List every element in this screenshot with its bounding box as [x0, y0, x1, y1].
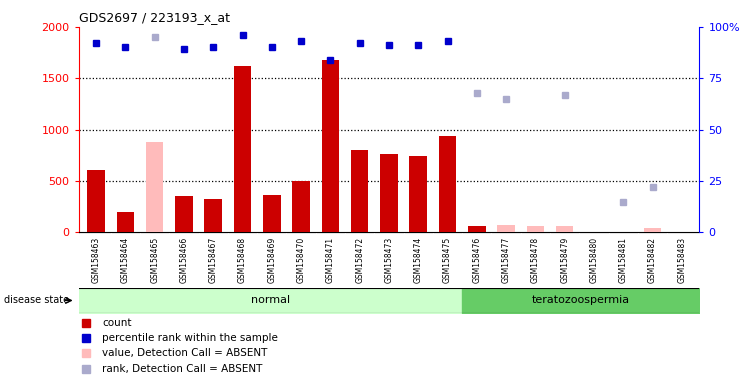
- Text: normal: normal: [251, 295, 290, 306]
- Bar: [263, 195, 280, 232]
- Bar: [497, 225, 515, 232]
- Text: value, Detection Call = ABSENT: value, Detection Call = ABSENT: [102, 348, 268, 358]
- Text: disease state: disease state: [4, 295, 69, 306]
- Text: GSM158471: GSM158471: [326, 237, 335, 283]
- Text: GSM158463: GSM158463: [91, 237, 101, 283]
- Bar: [351, 150, 369, 232]
- Bar: [88, 170, 105, 232]
- Text: rank, Detection Call = ABSENT: rank, Detection Call = ABSENT: [102, 364, 263, 374]
- Text: GSM158473: GSM158473: [384, 237, 393, 283]
- Text: GSM158477: GSM158477: [502, 237, 511, 283]
- Bar: [233, 66, 251, 232]
- Text: GSM158478: GSM158478: [531, 237, 540, 283]
- Text: GSM158470: GSM158470: [297, 237, 306, 283]
- Text: GSM158465: GSM158465: [150, 237, 159, 283]
- Text: GSM158483: GSM158483: [677, 237, 687, 283]
- Text: percentile rank within the sample: percentile rank within the sample: [102, 333, 278, 343]
- Text: GSM158472: GSM158472: [355, 237, 364, 283]
- Bar: [556, 226, 574, 232]
- Bar: [146, 142, 164, 232]
- Bar: [468, 226, 485, 232]
- Text: GSM158479: GSM158479: [560, 237, 569, 283]
- Bar: [409, 156, 427, 232]
- Text: GSM158464: GSM158464: [121, 237, 130, 283]
- Text: GSM158476: GSM158476: [472, 237, 481, 283]
- Bar: [175, 196, 193, 232]
- Bar: [322, 60, 339, 232]
- Text: GSM158468: GSM158468: [238, 237, 247, 283]
- Bar: [117, 212, 134, 232]
- Text: GSM158466: GSM158466: [180, 237, 188, 283]
- Text: count: count: [102, 318, 132, 328]
- Text: GDS2697 / 223193_x_at: GDS2697 / 223193_x_at: [79, 11, 230, 24]
- Text: GSM158475: GSM158475: [443, 237, 452, 283]
- Text: GSM158469: GSM158469: [267, 237, 276, 283]
- Text: GSM158480: GSM158480: [589, 237, 598, 283]
- Text: GSM158474: GSM158474: [414, 237, 423, 283]
- Text: GSM158482: GSM158482: [648, 237, 657, 283]
- Bar: [644, 228, 661, 232]
- Bar: [439, 136, 456, 232]
- Bar: [204, 199, 222, 232]
- Text: teratozoospermia: teratozoospermia: [532, 295, 630, 306]
- Text: GSM158467: GSM158467: [209, 237, 218, 283]
- Bar: [292, 181, 310, 232]
- Bar: [527, 226, 544, 232]
- Bar: [380, 154, 398, 232]
- Text: GSM158481: GSM158481: [619, 237, 628, 283]
